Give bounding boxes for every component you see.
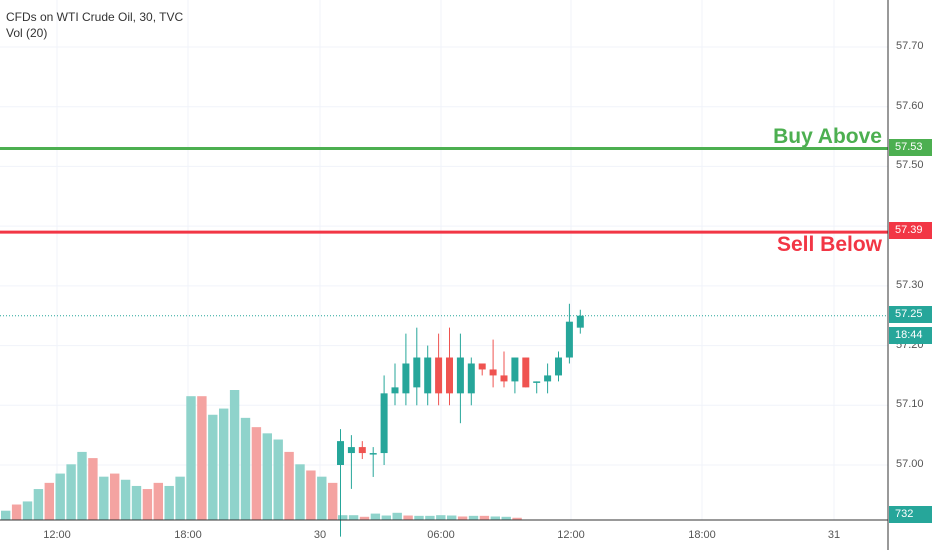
volume-bar	[392, 512, 402, 520]
time-tick-label: 12:00	[557, 529, 585, 541]
volume-bar	[512, 517, 522, 520]
price-tick-label: 57.50	[896, 159, 924, 172]
buy-above-annotation: Buy Above	[773, 125, 882, 148]
candle-body	[522, 357, 530, 388]
volume-bar	[338, 515, 348, 520]
volume-bar	[273, 439, 283, 520]
volume-bar	[66, 464, 76, 520]
volume-bar	[447, 515, 457, 520]
sell-below-annotation: Sell Below	[776, 233, 882, 256]
volume-bar	[348, 515, 359, 520]
volume-value-label: 732	[889, 506, 932, 523]
volume-bar	[317, 476, 327, 520]
bar-countdown-label: 18:44	[889, 327, 932, 344]
symbol-title: CFDs on WTI Crude Oil, 30, TVC	[6, 10, 184, 24]
volume-bar	[142, 489, 153, 520]
volume-bar	[175, 476, 185, 520]
candles	[337, 303, 584, 537]
volume-bar	[229, 390, 240, 520]
candle-body	[489, 369, 497, 376]
price-tick-label: 57.10	[896, 398, 924, 411]
volume-bar	[88, 458, 98, 520]
volume-bar	[99, 476, 109, 520]
current-price-label: 57.25	[889, 306, 932, 323]
volume-bar	[414, 515, 424, 520]
volume-bars	[1, 390, 522, 520]
candle-body	[369, 453, 377, 455]
volume-bar	[262, 433, 272, 520]
price-tick-label: 57.70	[896, 40, 924, 52]
candle-body	[511, 357, 519, 382]
candle-body	[544, 375, 552, 382]
volume-bar	[295, 464, 305, 520]
volume-bar	[197, 396, 207, 520]
time-tick-label: 18:00	[174, 529, 202, 541]
candle-body	[456, 357, 464, 394]
volume-bar	[251, 427, 262, 520]
volume-bar	[425, 515, 435, 520]
volume-bar	[208, 414, 218, 520]
volume-bar	[381, 515, 391, 520]
volume-bar	[468, 515, 479, 520]
volume-bar	[436, 515, 446, 520]
volume-bar	[186, 396, 196, 520]
candle-body	[565, 321, 573, 358]
volume-bar	[284, 451, 294, 520]
candle-body	[500, 375, 508, 382]
volume-bar	[33, 489, 44, 520]
candle-body	[358, 447, 366, 454]
candle-body	[467, 363, 475, 394]
volume-bar	[22, 501, 33, 520]
volume-bar	[120, 479, 131, 520]
candle-body	[478, 363, 486, 370]
volume-bar	[240, 417, 251, 520]
volume-bar	[164, 485, 174, 520]
volume-indicator-title: Vol (20)	[6, 26, 48, 40]
chart-legend: CFDs on WTI Crude Oil, 30, TVC Vol (20)	[6, 9, 183, 41]
candle-body	[380, 393, 388, 454]
volume-bar	[359, 516, 370, 520]
volume-bar	[457, 516, 468, 520]
volume-bar	[1, 510, 11, 520]
volume-bar	[328, 482, 338, 520]
sell-price-label: 57.39	[889, 222, 932, 239]
candle-body	[413, 357, 421, 388]
time-tick-label: 18:00	[688, 529, 716, 541]
volume-bar	[219, 408, 229, 520]
candle-body	[576, 315, 584, 328]
volume-bar	[153, 482, 163, 520]
time-tick-label: 30	[313, 529, 327, 541]
volume-bar	[479, 515, 490, 520]
volume-bar	[11, 504, 22, 520]
volume-bar	[370, 513, 381, 520]
candle-body	[446, 357, 453, 394]
candle-body	[424, 357, 432, 394]
volume-bar	[55, 473, 65, 520]
candle-body	[435, 357, 443, 394]
price-tick-label: 57.60	[896, 99, 924, 112]
grid-lines	[0, 0, 888, 520]
time-tick-label: 06:00	[427, 529, 455, 541]
candle-body	[533, 381, 541, 383]
time-tick-label: 12:00	[43, 529, 71, 541]
volume-bar	[131, 485, 142, 520]
volume-bar	[44, 482, 54, 520]
volume-bar	[110, 473, 120, 520]
candle-body	[391, 387, 399, 394]
candle-body	[347, 447, 355, 454]
volume-bar	[403, 515, 413, 520]
price-tick-label: 57.00	[896, 458, 924, 470]
buy-price-label: 57.53	[889, 139, 932, 156]
time-tick-label: 31	[827, 529, 841, 541]
volume-bar	[77, 451, 87, 520]
price-tick-label: 57.30	[896, 278, 924, 291]
volume-bar	[490, 516, 500, 520]
volume-bar	[306, 470, 316, 520]
candle-body	[402, 363, 410, 394]
candle-body	[337, 441, 344, 465]
volume-bar	[501, 516, 511, 520]
candle-body	[555, 357, 562, 376]
